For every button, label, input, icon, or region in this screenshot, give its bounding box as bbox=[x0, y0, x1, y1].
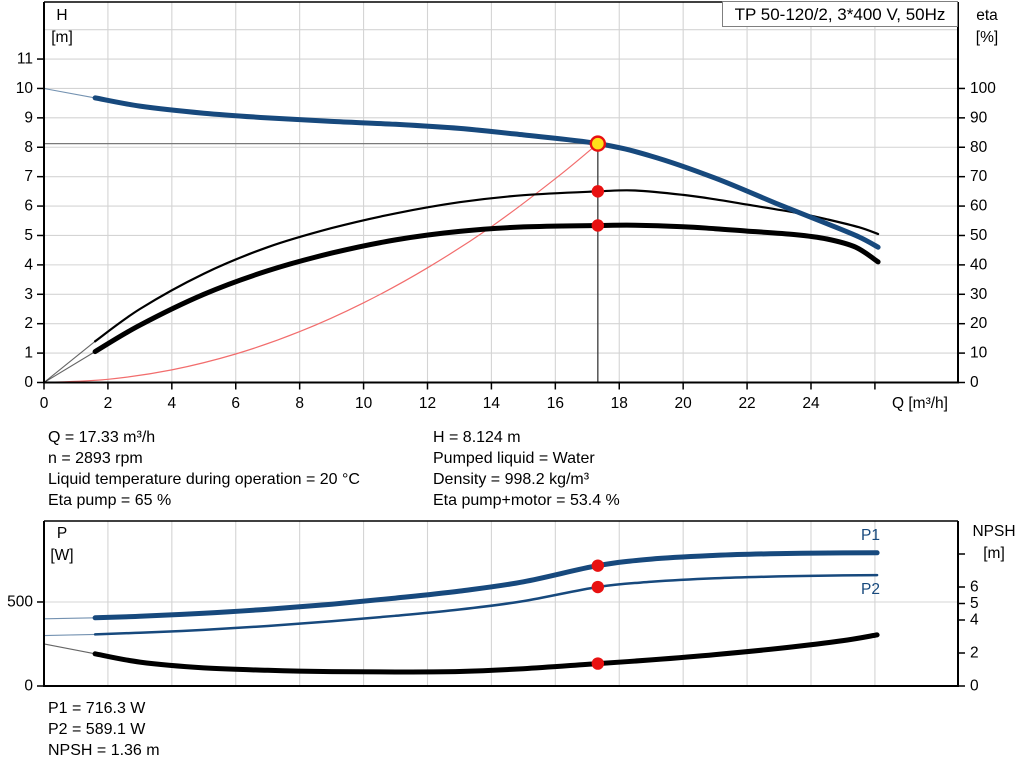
x-tick-label: 4 bbox=[168, 395, 177, 412]
curve-title-box: TP 50-120/2, 3*400 V, 50Hz bbox=[722, 1, 958, 27]
duty-point-marker bbox=[589, 135, 607, 152]
eta-axis-unit: [%] bbox=[975, 28, 999, 46]
series-p2-curve bbox=[93, 573, 879, 636]
y-left-tick-label: 5 bbox=[24, 227, 33, 244]
series-qh-curve-leadin bbox=[43, 87, 96, 99]
operating-dot-marker bbox=[591, 580, 605, 594]
x-tick-label: 6 bbox=[231, 395, 240, 412]
y-right-tick-label: 5 bbox=[970, 595, 979, 612]
pumped-liquid-text: Pumped liquid = Water bbox=[433, 450, 595, 467]
y-right-tick-label: 70 bbox=[970, 168, 988, 185]
series-p1-curve bbox=[92, 550, 880, 621]
h-axis-unit: [m] bbox=[51, 28, 73, 46]
y-left-tick-label: 500 bbox=[7, 593, 33, 610]
x-axis-unit-label: Q [m³/h] bbox=[892, 395, 948, 412]
series-qh-curve bbox=[92, 95, 881, 250]
eta-pump-motor-text: Eta pump+motor = 53.4 % bbox=[433, 492, 620, 509]
series-eta-pump-leadin bbox=[43, 340, 96, 383]
operating-dot-marker bbox=[591, 219, 605, 232]
y-left-tick-label: 6 bbox=[24, 198, 33, 215]
npsh-axis-symbol: NPSH bbox=[972, 523, 1016, 540]
y-left-tick-label: 8 bbox=[24, 139, 33, 156]
y-right-tick-label: 60 bbox=[970, 198, 988, 215]
operating-data-right: H = 8.124 m Pumped liquid = Water Densit… bbox=[433, 427, 620, 511]
curve-title: TP 50-120/2, 3*400 V, 50Hz bbox=[734, 5, 946, 24]
y-right-tick-label: 2 bbox=[970, 645, 979, 662]
y-left-tick-label: 3 bbox=[24, 286, 33, 303]
x-tick-label: 18 bbox=[611, 395, 628, 412]
npsh-axis-label: NPSH [m] bbox=[964, 521, 1024, 564]
y-right-tick-label: 30 bbox=[970, 286, 988, 303]
p2-value-text: P2 = 589.1 W bbox=[48, 721, 146, 738]
series-npsh-curve-leadin bbox=[43, 643, 96, 655]
y-left-tick-label: 4 bbox=[24, 256, 33, 273]
y-left-tick-label: 7 bbox=[24, 168, 33, 185]
h-axis-symbol: H bbox=[56, 7, 68, 24]
y-right-tick-label: 6 bbox=[970, 579, 979, 596]
x-tick-label: 2 bbox=[104, 395, 113, 412]
operating-dot-marker bbox=[591, 185, 605, 198]
operating-dot-marker bbox=[591, 657, 605, 670]
x-tick-label: 20 bbox=[675, 395, 693, 412]
series-system-curve bbox=[43, 143, 599, 384]
npsh-axis-unit: [m] bbox=[983, 544, 1005, 562]
y-left-tick-label: 0 bbox=[24, 374, 33, 391]
series-eta-pump-motor bbox=[92, 222, 881, 355]
x-tick-label: 8 bbox=[295, 395, 304, 412]
p2-curve-label: P2 bbox=[861, 581, 880, 598]
y-right-tick-label: 40 bbox=[970, 256, 988, 273]
y-right-tick-label: 90 bbox=[970, 109, 988, 126]
y-right-tick-label: 10 bbox=[970, 345, 988, 362]
y-right-tick-label: 4 bbox=[970, 612, 979, 629]
h-value-text: H = 8.124 m bbox=[433, 429, 521, 446]
series-p1-curve-leadin bbox=[43, 617, 96, 620]
y-left-tick-label: 0 bbox=[24, 678, 33, 695]
series-npsh-curve bbox=[92, 632, 880, 675]
x-tick-label: 24 bbox=[802, 395, 820, 412]
series-eta-pump-motor-leadin bbox=[43, 351, 96, 383]
y-left-tick-label: 2 bbox=[24, 315, 33, 332]
p-axis-symbol: P bbox=[56, 525, 68, 542]
y-right-tick-label: 0 bbox=[970, 678, 979, 695]
operating-dot-marker bbox=[591, 559, 605, 572]
p1-curve-label: P1 bbox=[861, 527, 880, 544]
x-tick-label: 14 bbox=[483, 395, 501, 412]
p-axis-label: P [W] bbox=[40, 523, 84, 566]
y-right-tick-label: 20 bbox=[970, 315, 988, 332]
x-tick-label: 22 bbox=[738, 395, 755, 412]
series-eta-pump bbox=[94, 189, 880, 343]
q-value-text: Q = 17.33 m³/h bbox=[48, 429, 156, 446]
liquid-temp-text: Liquid temperature during operation = 20… bbox=[48, 471, 360, 488]
x-tick-label: 10 bbox=[355, 395, 373, 412]
eta-axis-label: eta [%] bbox=[962, 5, 1012, 48]
y-left-tick-label: 9 bbox=[24, 109, 33, 126]
x-tick-label: 12 bbox=[419, 395, 436, 412]
y-left-tick-label: 11 bbox=[17, 51, 33, 68]
y-right-tick-label: 50 bbox=[970, 227, 988, 244]
y-right-tick-label: 0 bbox=[970, 374, 979, 391]
operating-data-left: Q = 17.33 m³/h n = 2893 rpm Liquid tempe… bbox=[48, 427, 360, 511]
h-axis-label: H [m] bbox=[40, 5, 84, 48]
y-right-tick-label: 80 bbox=[970, 139, 988, 156]
y-left-tick-label: 1 bbox=[24, 345, 33, 362]
power-data-block: P1 = 716.3 W P2 = 589.1 W NPSH = 1.36 m bbox=[48, 698, 160, 761]
y-left-tick-label: 10 bbox=[16, 80, 34, 97]
n-value-text: n = 2893 rpm bbox=[48, 450, 143, 467]
density-text: Density = 998.2 kg/m³ bbox=[433, 471, 590, 488]
y-right-tick-label: 100 bbox=[970, 80, 996, 97]
x-tick-label: 16 bbox=[547, 395, 564, 412]
eta-axis-symbol: eta bbox=[976, 7, 998, 24]
p1-value-text: P1 = 716.3 W bbox=[48, 700, 146, 717]
p-axis-unit: [W] bbox=[50, 546, 74, 564]
series-p2-curve-leadin bbox=[43, 633, 96, 637]
eta-pump-text: Eta pump = 65 % bbox=[48, 492, 172, 509]
x-tick-label: 0 bbox=[40, 395, 49, 412]
npsh-value-text: NPSH = 1.36 m bbox=[48, 742, 160, 759]
